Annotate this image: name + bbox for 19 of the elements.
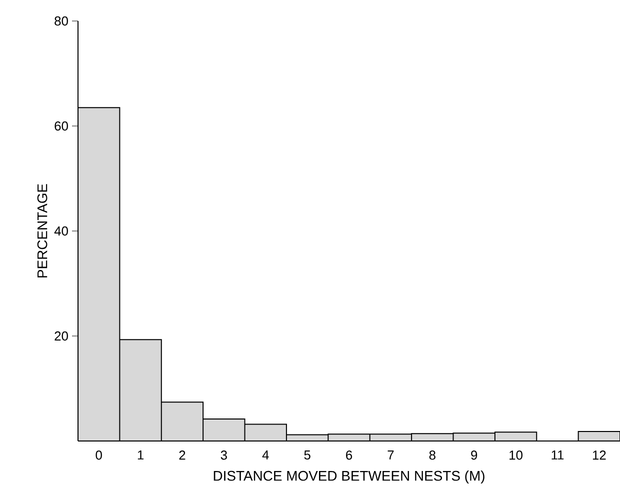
x-tick-label: 12	[592, 450, 606, 460]
y-tick-label: 40	[54, 226, 68, 236]
x-tick-label: 3	[220, 450, 227, 460]
x-tick-label: 9	[471, 450, 478, 460]
y-tick-label: 60	[54, 121, 68, 131]
x-tick-label: 0	[96, 450, 102, 460]
x-tick-label: 2	[179, 450, 186, 460]
y-tick-label: 80	[54, 16, 68, 26]
x-tick-label: 8	[429, 450, 436, 460]
x-tick-label: 1	[138, 450, 144, 460]
x-tick-label: 7	[388, 450, 394, 460]
x-tick-label: 10	[510, 450, 522, 460]
y-axis-title: PERCENTAGE	[37, 184, 48, 278]
x-tick-label: 6	[346, 450, 352, 460]
y-tick-label: 20	[54, 331, 68, 341]
x-tick-label: 11	[552, 450, 564, 460]
x-axis-title: DISTANCE MOVED BETWEEN NESTS (M)	[214, 470, 484, 484]
x-tick-label: 4	[262, 450, 269, 460]
x-tick-label: 5	[304, 450, 310, 460]
